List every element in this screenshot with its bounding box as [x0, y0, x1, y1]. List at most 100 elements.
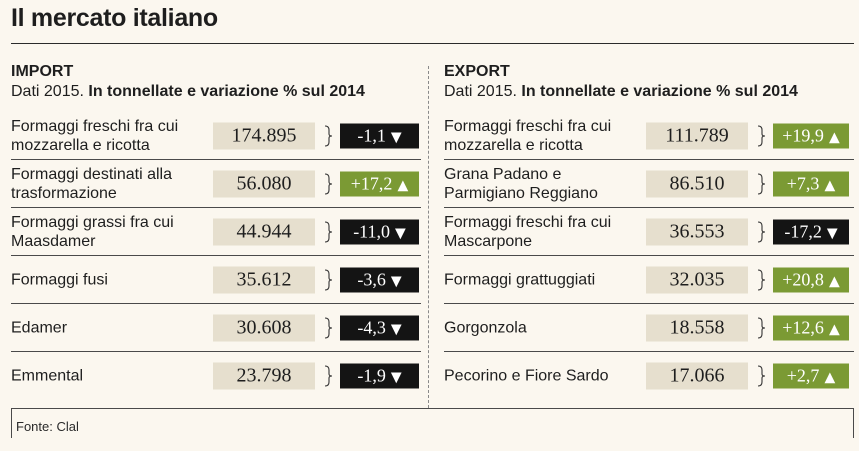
import-row-value: 30.608 — [213, 314, 315, 341]
source-note: Fonte: Clal — [16, 419, 79, 434]
import-change-value: -1,1 — [357, 125, 386, 145]
export-row-change: +20,8 ▲ — [773, 267, 849, 292]
import-subtitle: Dati 2015. In tonnellate e variazione % … — [11, 82, 421, 102]
export-change-value: +2,7 — [786, 365, 820, 386]
import-rows: Formaggi freschi fra cui mozzarella e ri… — [11, 112, 421, 400]
export-title: EXPORT — [444, 63, 510, 80]
brace-icon — [756, 316, 766, 339]
export-row-change: -17,2 ▼ — [773, 219, 849, 244]
triangle-down-icon: ▼ — [826, 225, 838, 241]
export-row: Pecorino e Fiore Sardo 17.066 +2,7 ▲ — [444, 352, 854, 400]
export-row-label: Grana Padano e Parmigiano Reggiano — [444, 165, 598, 202]
brace-icon — [323, 172, 333, 195]
import-row: Formaggi freschi fra cui mozzarella e ri… — [11, 112, 421, 160]
import-change-value: -1,9 — [357, 365, 386, 386]
export-subtitle-bold: In tonnellate e variazione % sul 2014 — [521, 83, 798, 100]
brace-icon — [756, 365, 766, 387]
export-row: Formaggi freschi fra cui Mascarpone 36.55… — [444, 208, 854, 256]
source-box: Fonte: Clal — [11, 408, 854, 438]
export-change-value: +19,9 — [782, 125, 824, 145]
export-row: Formaggi freschi fra cui mozzarella e ri… — [444, 112, 854, 160]
import-panel: IMPORT Dati 2015. In tonnellate e variaz… — [11, 62, 421, 400]
brace-icon — [323, 268, 333, 291]
export-row-value: 18.558 — [646, 314, 748, 341]
brace-icon — [323, 365, 333, 387]
import-row-label: Formaggi destinati alla trasformazione — [11, 165, 172, 202]
import-row-change: -11,0 ▼ — [340, 219, 419, 244]
export-row-value: 17.066 — [646, 362, 748, 390]
import-row-value: 174.895 — [213, 122, 315, 149]
export-subtitle-prefix: Dati 2015. — [444, 83, 517, 100]
import-row-value: 56.080 — [213, 170, 315, 197]
export-row-label: Formaggi grattuggiati — [444, 271, 596, 288]
export-change-value: +20,8 — [782, 269, 824, 289]
export-row-label: Gorgonzola — [444, 319, 527, 336]
export-row-label: Formaggi freschi fra cui mozzarella e ri… — [444, 117, 612, 154]
import-title: IMPORT — [11, 63, 74, 80]
export-rows: Formaggi freschi fra cui mozzarella e ri… — [444, 112, 854, 400]
triangle-down-icon: ▼ — [390, 273, 402, 289]
triangle-up-icon: ▲ — [828, 273, 840, 289]
export-row-change: +7,3 ▲ — [773, 171, 849, 196]
import-row: Edamer 30.608 -4,3 ▼ — [11, 304, 421, 352]
brace-icon — [323, 124, 333, 147]
import-subtitle-prefix: Dati 2015. — [11, 83, 84, 100]
import-change-value: -11,0 — [353, 221, 391, 241]
import-row: Formaggi destinati alla trasformazione 56… — [11, 160, 421, 208]
export-change-value: +12,6 — [782, 317, 824, 337]
export-row: Gorgonzola 18.558 +12,6 ▲ — [444, 304, 854, 352]
export-row-value: 36.553 — [646, 218, 748, 245]
import-row-label: Formaggi fusi — [11, 271, 108, 288]
export-row-change: +2,7 ▲ — [773, 363, 849, 389]
import-row: Emmental 23.798 -1,9 ▼ — [11, 352, 421, 400]
brace-icon — [323, 316, 333, 339]
import-row-label: Emmental — [11, 367, 84, 385]
import-change-value: -3,6 — [357, 269, 386, 289]
export-row-value: 111.789 — [646, 122, 748, 149]
triangle-up-icon: ▲ — [824, 369, 836, 386]
export-row-label: Pecorino e Fiore Sardo — [444, 367, 609, 385]
triangle-up-icon: ▲ — [397, 177, 409, 193]
column-divider — [428, 66, 429, 408]
triangle-down-icon: ▼ — [390, 129, 402, 145]
import-row-label: Edamer — [11, 319, 68, 336]
import-row-label: Formaggi freschi fra cui mozzarella e ri… — [11, 117, 179, 154]
brace-icon — [756, 268, 766, 291]
export-row-label: Formaggi freschi fra cui Mascarpone — [444, 213, 612, 250]
title-rule — [11, 43, 854, 44]
triangle-down-icon: ▼ — [390, 369, 402, 386]
brace-icon — [756, 124, 766, 147]
export-change-value: +7,3 — [786, 173, 820, 193]
export-row-value: 86.510 — [646, 170, 748, 197]
brace-icon — [323, 220, 333, 243]
import-row-value: 35.612 — [213, 266, 315, 293]
triangle-up-icon: ▲ — [828, 321, 840, 337]
page-title: Il mercato italiano — [11, 4, 218, 32]
triangle-up-icon: ▲ — [828, 129, 840, 145]
import-row-value: 23.798 — [213, 362, 315, 390]
export-row-change: +19,9 ▲ — [773, 123, 849, 148]
import-row-change: +17,2 ▲ — [340, 171, 419, 196]
export-row-change: +12,6 ▲ — [773, 315, 849, 340]
import-row-change: -1,1 ▼ — [340, 123, 419, 148]
export-row-value: 32.035 — [646, 266, 748, 293]
import-row-value: 44.944 — [213, 218, 315, 245]
import-row-change: -1,9 ▼ — [340, 363, 419, 389]
import-change-value: -4,3 — [357, 317, 386, 337]
brace-icon — [756, 172, 766, 195]
import-subtitle-bold: In tonnellate e variazione % sul 2014 — [88, 83, 365, 100]
export-panel: EXPORT Dati 2015. In tonnellate e variaz… — [444, 62, 854, 400]
export-change-value: -17,2 — [784, 221, 822, 241]
brace-icon — [756, 220, 766, 243]
import-row: Formaggi grassi fra cui Maasdamer 44.944-… — [11, 208, 421, 256]
import-row: Formaggi fusi 35.612 -3,6 ▼ — [11, 256, 421, 304]
import-row-change: -3,6 ▼ — [340, 267, 419, 292]
import-row-label: Formaggi grassi fra cui Maasdamer — [11, 213, 174, 250]
import-row-change: -4,3 ▼ — [340, 315, 419, 340]
triangle-down-icon: ▼ — [395, 225, 406, 241]
triangle-down-icon: ▼ — [390, 321, 402, 337]
export-subtitle: Dati 2015. In tonnellate e variazione % … — [444, 82, 854, 102]
triangle-up-icon: ▲ — [824, 177, 836, 193]
export-row: Grana Padano e Parmigiano Reggiano 86.510… — [444, 160, 854, 208]
import-change-value: +17,2 — [350, 173, 393, 193]
